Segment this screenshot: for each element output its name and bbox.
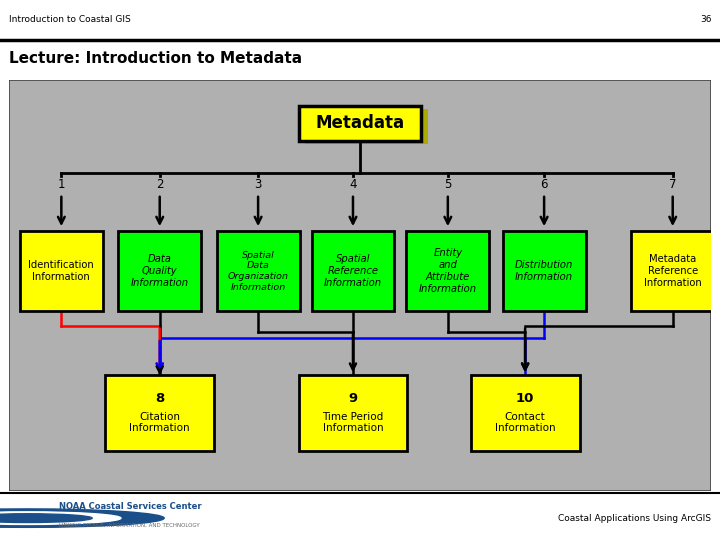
Text: Distribution
Information: Distribution Information — [515, 260, 573, 282]
Circle shape — [0, 512, 121, 524]
Text: Lecture: Introduction to Metadata: Lecture: Introduction to Metadata — [9, 51, 302, 65]
FancyBboxPatch shape — [299, 375, 408, 451]
Text: 7: 7 — [669, 178, 677, 191]
Text: LINKING PEOPLE, INFORMATION, AND TECHNOLOGY: LINKING PEOPLE, INFORMATION, AND TECHNOL… — [59, 523, 199, 528]
Text: Spatial
Data
Organization
Information: Spatial Data Organization Information — [228, 251, 289, 292]
FancyBboxPatch shape — [305, 109, 428, 144]
Text: 10: 10 — [516, 392, 534, 405]
Text: Introduction to Coastal GIS: Introduction to Coastal GIS — [9, 15, 130, 24]
FancyBboxPatch shape — [20, 231, 103, 312]
FancyBboxPatch shape — [631, 231, 714, 312]
Text: 5: 5 — [444, 178, 451, 191]
Text: Spatial
Reference
Information: Spatial Reference Information — [324, 254, 382, 288]
Text: 9: 9 — [348, 392, 358, 405]
Text: Data
Quality
Information: Data Quality Information — [130, 254, 189, 288]
Text: NOAA Coastal Services Center: NOAA Coastal Services Center — [59, 502, 202, 511]
FancyBboxPatch shape — [299, 106, 421, 140]
Text: 3: 3 — [254, 178, 262, 191]
FancyBboxPatch shape — [217, 231, 300, 312]
Text: 1: 1 — [58, 178, 65, 191]
Text: Time Period
Information: Time Period Information — [323, 411, 384, 433]
FancyBboxPatch shape — [9, 80, 711, 491]
FancyBboxPatch shape — [105, 375, 214, 451]
Text: Citation
Information: Citation Information — [130, 411, 190, 433]
Text: Entity
and
Attribute
Information: Entity and Attribute Information — [419, 248, 477, 294]
Text: 6: 6 — [541, 178, 548, 191]
Circle shape — [0, 509, 164, 528]
Circle shape — [0, 514, 92, 523]
Text: 8: 8 — [155, 392, 164, 405]
Text: Contact
Information: Contact Information — [495, 411, 555, 433]
FancyBboxPatch shape — [503, 231, 585, 312]
Text: 2: 2 — [156, 178, 163, 191]
Text: Coastal Applications Using ArcGIS: Coastal Applications Using ArcGIS — [559, 514, 711, 523]
FancyBboxPatch shape — [471, 375, 580, 451]
Text: Metadata: Metadata — [315, 114, 405, 132]
FancyBboxPatch shape — [406, 231, 490, 312]
Text: Identification
Information: Identification Information — [29, 260, 94, 282]
Text: 36: 36 — [700, 15, 711, 24]
Text: 4: 4 — [349, 178, 356, 191]
FancyBboxPatch shape — [312, 231, 395, 312]
FancyBboxPatch shape — [118, 231, 201, 312]
Text: Metadata
Reference
Information: Metadata Reference Information — [644, 254, 701, 288]
